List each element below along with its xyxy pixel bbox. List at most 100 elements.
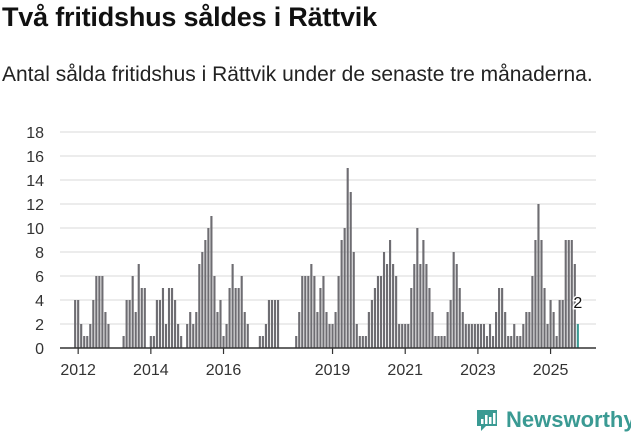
bar — [504, 312, 507, 348]
bar — [443, 336, 446, 348]
bar — [343, 228, 346, 348]
bar — [561, 300, 564, 348]
bar — [101, 276, 104, 348]
chart-title: Två fritidshus såldes i Rättvik — [2, 2, 377, 32]
bar — [337, 276, 340, 348]
bar — [555, 336, 558, 348]
y-tick-label: 0 — [35, 341, 44, 358]
bar — [295, 336, 298, 348]
bar — [328, 324, 331, 348]
y-tick-label: 18 — [26, 125, 44, 142]
bar — [319, 288, 322, 348]
bar — [264, 324, 267, 348]
bar — [134, 312, 137, 348]
bar — [207, 228, 210, 348]
bar — [464, 324, 467, 348]
bar — [77, 300, 80, 348]
bar — [449, 300, 452, 348]
bar — [198, 264, 201, 348]
x-tick-label: 2023 — [460, 362, 496, 379]
bar — [267, 300, 271, 348]
y-tick-label: 6 — [35, 269, 44, 286]
bar — [467, 324, 470, 348]
bar — [552, 312, 555, 348]
bar — [80, 324, 83, 348]
bar — [304, 276, 307, 348]
bar — [155, 300, 158, 348]
y-tick-label: 10 — [26, 221, 44, 238]
bar — [476, 324, 479, 348]
bar — [195, 312, 198, 348]
bar — [488, 324, 492, 348]
bar — [231, 264, 234, 348]
bar — [428, 288, 431, 348]
bar — [234, 288, 237, 348]
y-tick-label: 8 — [35, 245, 44, 262]
bar — [307, 276, 310, 348]
x-tick-label: 2016 — [206, 362, 242, 379]
bar — [210, 216, 213, 348]
bar — [122, 336, 125, 348]
bar — [298, 312, 301, 348]
bar — [461, 312, 464, 348]
bar — [364, 336, 367, 348]
x-tick-label: 2025 — [533, 362, 569, 379]
bar — [222, 336, 225, 348]
bar — [452, 252, 455, 348]
bar — [540, 240, 543, 348]
bar — [416, 228, 419, 348]
bar — [310, 264, 313, 348]
chart-subtitle: Antal sålda fritidshus i Rättvik under d… — [2, 63, 593, 86]
bar — [567, 240, 570, 348]
bar — [507, 336, 510, 348]
bar — [495, 312, 498, 348]
x-tick-label: 2021 — [387, 362, 423, 379]
bar — [392, 264, 395, 348]
bar — [152, 336, 155, 348]
bar — [491, 336, 495, 348]
bar — [537, 204, 540, 348]
bar-chart-logo-icon — [477, 410, 497, 431]
bar — [534, 240, 537, 348]
bar — [413, 264, 416, 348]
bar — [458, 288, 461, 348]
y-axis-ticks: 0 2 4 6 8 10 12 14 16 18 — [26, 125, 44, 358]
bars — [74, 168, 579, 348]
bar — [174, 300, 177, 348]
bar — [376, 276, 380, 348]
bar — [83, 336, 86, 348]
bar — [422, 240, 425, 348]
bar — [395, 276, 398, 348]
bar — [473, 324, 476, 348]
bar — [225, 324, 228, 348]
bar — [313, 276, 316, 348]
y-tick-label: 14 — [26, 173, 44, 190]
bar — [528, 312, 531, 348]
brand-name: Newsworthy — [506, 407, 631, 432]
bar — [74, 300, 77, 348]
bar — [379, 276, 383, 348]
x-tick-label: 2012 — [60, 362, 96, 379]
y-tick-label: 12 — [26, 197, 44, 214]
bar — [501, 288, 504, 348]
bar — [325, 312, 328, 348]
bar — [189, 312, 192, 348]
bar — [149, 336, 152, 348]
bar — [86, 336, 89, 348]
bar — [322, 276, 325, 348]
x-tick-label: 2014 — [133, 362, 169, 379]
bar — [228, 288, 231, 348]
bar — [125, 300, 128, 348]
bar — [431, 312, 434, 348]
bar — [95, 276, 98, 348]
bar — [237, 288, 240, 348]
bar — [543, 288, 546, 348]
bar — [349, 192, 352, 348]
bar — [522, 324, 525, 348]
bar — [549, 300, 552, 348]
bar — [204, 240, 207, 348]
bar — [258, 336, 261, 348]
bar — [519, 336, 522, 348]
bar — [107, 324, 110, 348]
bar — [558, 300, 561, 348]
